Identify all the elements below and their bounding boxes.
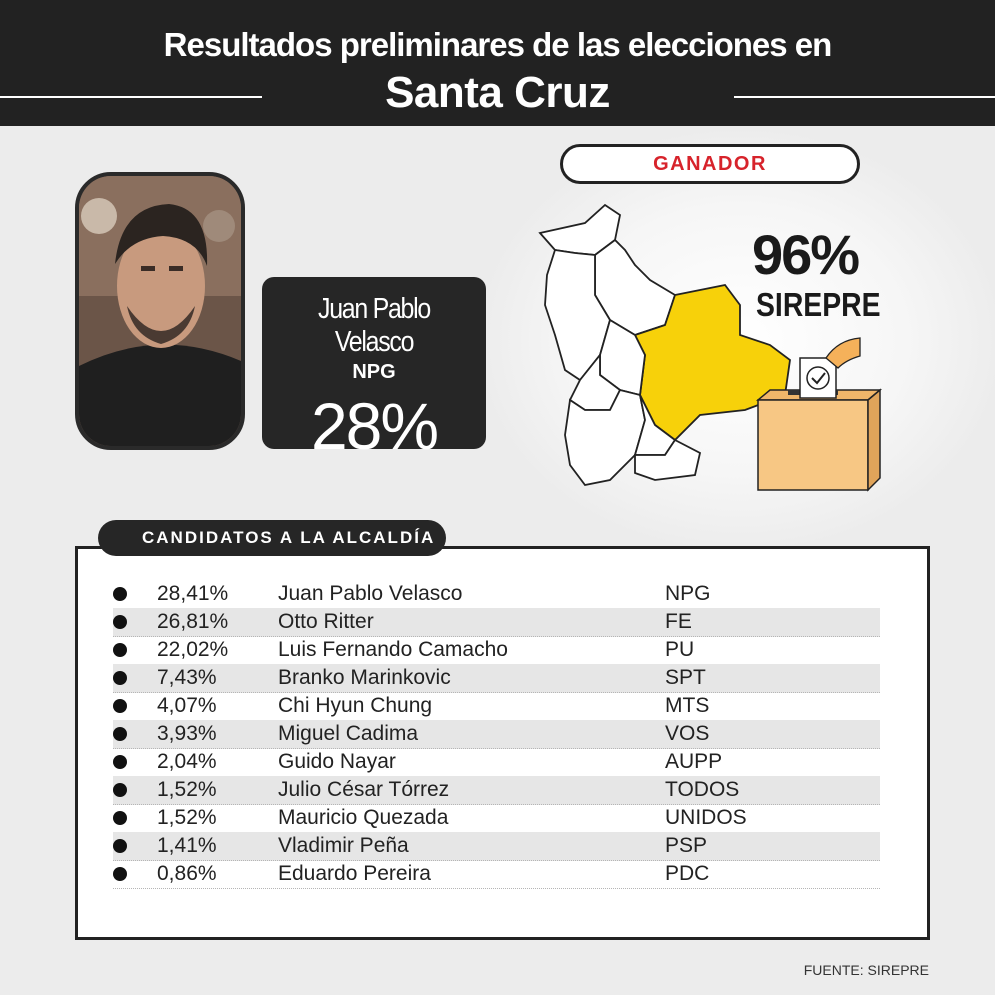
table-row: 3,93% Miguel Cadima VOS bbox=[113, 720, 880, 749]
row-candidate: Chi Hyun Chung bbox=[278, 694, 433, 717]
row-party: SPT bbox=[665, 666, 706, 689]
row-party: PSP bbox=[665, 834, 708, 857]
row-percent: 28,41% bbox=[157, 582, 229, 605]
winner-card: Juan Pablo Velasco NPG 28% bbox=[262, 277, 486, 463]
row-candidate: Otto Ritter bbox=[278, 610, 374, 633]
row-percent: 26,81% bbox=[157, 610, 229, 633]
table-row: 28,41% Juan Pablo Velasco NPG bbox=[113, 580, 880, 609]
row-party: VOS bbox=[665, 722, 710, 745]
bolivia-map bbox=[538, 203, 791, 486]
bullet-icon bbox=[113, 727, 127, 741]
row-candidate: Guido Nayar bbox=[278, 750, 396, 773]
row-percent: 1,41% bbox=[157, 834, 217, 857]
table-row: 7,43% Branko Marinkovic SPT bbox=[113, 664, 880, 693]
row-party: PDC bbox=[665, 862, 710, 885]
row-party: TODOS bbox=[665, 778, 740, 801]
row-percent: 2,04% bbox=[157, 750, 217, 773]
table-row: 1,52% Mauricio Quezada UNIDOS bbox=[113, 804, 880, 833]
candidates-table: 28,41% Juan Pablo Velasco NPG 26,81% Ott… bbox=[75, 546, 930, 940]
row-candidate: Branko Marinkovic bbox=[278, 666, 451, 689]
candidates-table-title: CANDIDATOS A LA ALCALDÍA bbox=[98, 520, 446, 556]
bullet-icon bbox=[113, 643, 127, 657]
bullet-icon bbox=[113, 755, 127, 769]
row-party: MTS bbox=[665, 694, 710, 717]
row-percent: 3,93% bbox=[157, 722, 217, 745]
count-source: SIREPRE bbox=[756, 286, 881, 323]
table-row: 4,07% Chi Hyun Chung MTS bbox=[113, 692, 880, 721]
row-candidate: Miguel Cadima bbox=[278, 722, 419, 745]
row-percent: 1,52% bbox=[157, 806, 217, 829]
row-candidate: Vladimir Peña bbox=[278, 834, 409, 857]
table-row: 22,02% Luis Fernando Camacho PU bbox=[113, 636, 880, 665]
row-party: NPG bbox=[665, 582, 711, 605]
table-row: 2,04% Guido Nayar AUPP bbox=[113, 748, 880, 777]
table-row: 26,81% Otto Ritter FE bbox=[113, 608, 880, 637]
title-rule-right bbox=[734, 96, 995, 98]
bullet-icon bbox=[113, 783, 127, 797]
source-note: FUENTE: SIREPRE bbox=[803, 962, 929, 978]
bullet-icon bbox=[113, 867, 127, 881]
ballot-box-icon bbox=[755, 337, 883, 492]
header-banner: Resultados preliminares de las eleccione… bbox=[0, 0, 995, 126]
row-candidate: Eduardo Pereira bbox=[278, 862, 431, 885]
winner-name: Juan Pablo Velasco bbox=[318, 293, 431, 358]
winner-party: NPG bbox=[352, 361, 396, 383]
row-percent: 22,02% bbox=[157, 638, 229, 661]
candidate-photo bbox=[75, 172, 245, 450]
row-candidate: Luis Fernando Camacho bbox=[278, 638, 508, 661]
row-percent: 4,07% bbox=[157, 694, 217, 717]
winner-percent: 28% bbox=[310, 389, 439, 463]
row-party: FE bbox=[665, 610, 692, 633]
row-party: AUPP bbox=[665, 750, 723, 773]
row-candidate: Mauricio Quezada bbox=[278, 806, 449, 829]
title-line-1: Resultados preliminares de las eleccione… bbox=[163, 26, 833, 63]
table-row: 0,86% Eduardo Pereira PDC bbox=[113, 860, 880, 889]
row-percent: 7,43% bbox=[157, 666, 217, 689]
bullet-icon bbox=[113, 699, 127, 713]
row-percent: 1,52% bbox=[157, 778, 217, 801]
row-party: UNIDOS bbox=[665, 806, 747, 829]
row-party: PU bbox=[665, 638, 695, 661]
row-candidate: Julio César Tórrez bbox=[278, 778, 450, 801]
table-row: 1,41% Vladimir Peña PSP bbox=[113, 832, 880, 861]
bullet-icon bbox=[113, 839, 127, 853]
bullet-icon bbox=[113, 615, 127, 629]
bullet-icon bbox=[113, 811, 127, 825]
count-percent: 96% bbox=[752, 223, 860, 286]
table-row: 1,52% Julio César Tórrez TODOS bbox=[113, 776, 880, 805]
row-candidate: Juan Pablo Velasco bbox=[278, 582, 463, 605]
title-line-2: Santa Cruz bbox=[385, 68, 610, 117]
title-rule-left bbox=[0, 96, 262, 98]
row-percent: 0,86% bbox=[157, 862, 217, 885]
bullet-icon bbox=[113, 671, 127, 685]
winner-label: GANADOR bbox=[560, 144, 860, 184]
map-region-tarija bbox=[634, 438, 702, 481]
bullet-icon bbox=[113, 587, 127, 601]
